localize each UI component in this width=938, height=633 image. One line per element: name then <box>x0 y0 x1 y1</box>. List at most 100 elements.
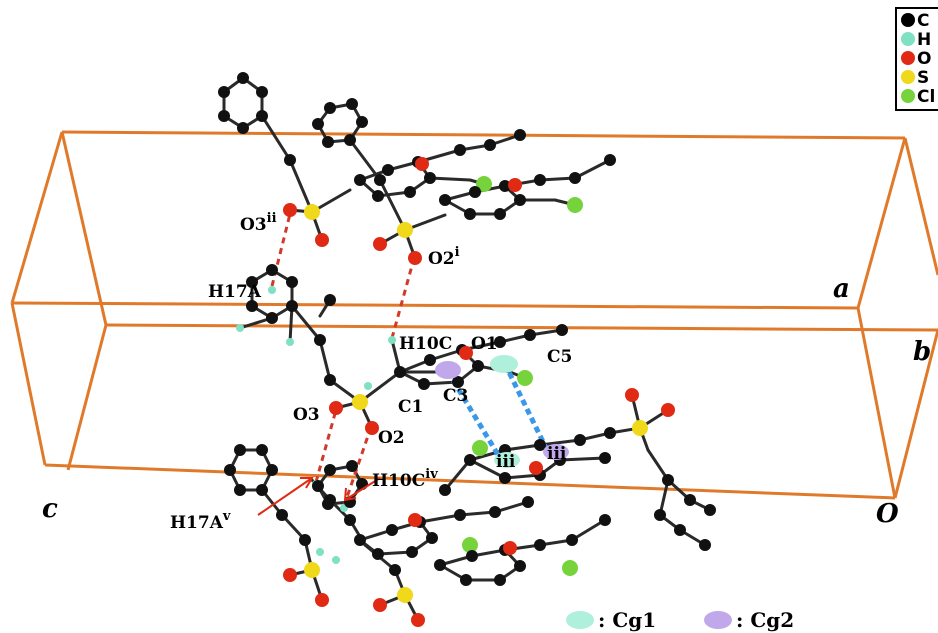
cell-edge <box>105 323 938 332</box>
atom <box>625 388 639 402</box>
atom <box>365 421 379 435</box>
atom <box>459 346 473 360</box>
bond <box>378 178 407 232</box>
atom <box>415 157 429 171</box>
atom <box>218 86 230 98</box>
atom <box>256 444 268 456</box>
atom <box>312 480 324 492</box>
legend-label-c: C <box>917 11 929 31</box>
atom <box>299 534 311 546</box>
atom <box>315 593 329 607</box>
atom <box>464 208 476 220</box>
atom <box>476 176 492 192</box>
atom <box>332 556 340 564</box>
atom <box>466 550 478 562</box>
legend-label-cl: Cl <box>917 87 935 107</box>
stacking-contact <box>502 362 551 454</box>
bond <box>468 458 507 480</box>
atom <box>489 506 501 518</box>
legend-label-h: H <box>917 30 931 50</box>
label-h17a: H17A <box>208 282 262 302</box>
atom <box>674 524 686 536</box>
pi-stacking-contacts <box>445 362 551 460</box>
atom <box>237 72 249 84</box>
atom <box>389 564 401 576</box>
atom <box>372 548 384 560</box>
atom <box>382 164 394 176</box>
atom <box>344 134 356 146</box>
atom <box>567 197 583 213</box>
atom <box>286 338 294 346</box>
bond <box>646 448 670 482</box>
atom <box>514 194 526 206</box>
atom <box>566 534 578 546</box>
atom <box>522 496 534 508</box>
atom <box>460 574 472 586</box>
atom <box>346 460 358 472</box>
label-o3: O3 <box>293 405 320 425</box>
legend-swatch-cl <box>901 89 915 103</box>
atom <box>632 420 648 436</box>
legend-swatch-c <box>901 13 915 27</box>
atom <box>329 401 343 415</box>
bond <box>318 338 332 382</box>
cell-edge <box>11 301 859 310</box>
hydrogen-bonds <box>270 213 415 507</box>
atom <box>322 136 334 148</box>
axis-label-c: c <box>42 494 58 524</box>
atom <box>472 440 488 456</box>
axis-label-origin: O <box>876 499 899 529</box>
atom <box>661 403 675 417</box>
bond <box>260 114 292 162</box>
atom <box>599 452 611 464</box>
arrow-head <box>343 487 357 502</box>
cell-edge <box>61 130 906 140</box>
cg2-swatch <box>704 611 732 629</box>
atom <box>324 464 336 476</box>
label-iii-a: iii <box>496 452 516 472</box>
atom <box>556 324 568 336</box>
atom <box>373 598 387 612</box>
atom <box>315 233 329 247</box>
bond <box>418 513 462 524</box>
cell-edge <box>903 137 938 276</box>
atom <box>439 194 451 206</box>
bond <box>290 304 322 342</box>
atom <box>312 118 324 130</box>
arrow-h10civ <box>344 477 381 501</box>
atom <box>494 208 506 220</box>
atom <box>266 312 278 324</box>
atom <box>454 144 466 156</box>
label-c3: C3 <box>443 386 468 406</box>
atom <box>499 472 511 484</box>
atom <box>404 186 416 198</box>
atom <box>224 464 236 476</box>
atom <box>236 324 244 332</box>
label-h17a-v: H17Av <box>170 509 231 533</box>
bond <box>570 518 607 542</box>
atom <box>662 474 674 486</box>
atom <box>604 154 616 166</box>
centroid-cg2-iii <box>543 444 569 460</box>
atom <box>352 394 368 410</box>
cell-edge <box>60 131 108 326</box>
atom <box>484 139 496 151</box>
atom <box>514 560 526 572</box>
atom <box>266 264 278 276</box>
unit-cell <box>10 130 938 500</box>
atom <box>534 174 546 186</box>
atom <box>534 439 546 451</box>
atom <box>494 336 506 348</box>
cg1-swatch <box>566 611 594 629</box>
atom <box>397 587 413 603</box>
atom <box>452 376 464 388</box>
atom <box>286 300 298 312</box>
cg1-legend-label: : Cg1 <box>598 608 656 632</box>
legend-swatch-h <box>901 32 915 46</box>
legend-label-s: S <box>917 68 929 88</box>
atom <box>462 537 478 553</box>
cell-edge <box>856 137 907 309</box>
atom <box>684 494 696 506</box>
atom <box>699 539 711 551</box>
